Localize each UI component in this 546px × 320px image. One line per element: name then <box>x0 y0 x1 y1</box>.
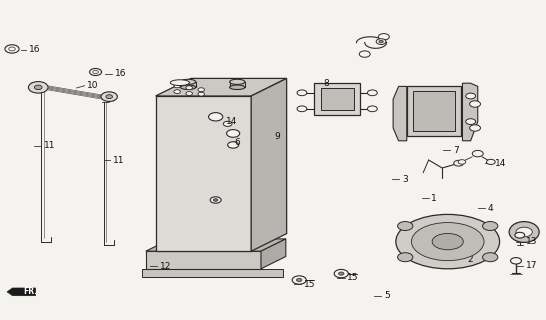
Ellipse shape <box>170 80 189 85</box>
Circle shape <box>223 121 232 126</box>
Text: 1: 1 <box>431 194 437 203</box>
Circle shape <box>106 95 112 99</box>
Circle shape <box>472 150 483 157</box>
Ellipse shape <box>229 79 245 84</box>
Circle shape <box>210 197 221 203</box>
Text: 17: 17 <box>526 261 537 270</box>
Ellipse shape <box>432 234 463 250</box>
Text: 10: 10 <box>87 81 99 90</box>
Polygon shape <box>146 239 286 251</box>
Bar <box>142 269 283 277</box>
Circle shape <box>466 119 476 124</box>
Circle shape <box>367 90 377 96</box>
Text: 9: 9 <box>275 132 281 140</box>
Polygon shape <box>462 83 478 141</box>
Ellipse shape <box>180 85 195 90</box>
Circle shape <box>470 101 480 107</box>
Circle shape <box>339 272 344 275</box>
Text: 16: 16 <box>115 69 126 78</box>
Text: 4: 4 <box>488 204 493 212</box>
Circle shape <box>359 51 370 57</box>
Text: 3: 3 <box>402 175 408 184</box>
Circle shape <box>515 232 525 238</box>
Text: 6: 6 <box>235 138 241 147</box>
Text: 14: 14 <box>225 117 237 126</box>
Text: FR.: FR. <box>23 287 37 296</box>
Text: 15: 15 <box>304 280 315 289</box>
Circle shape <box>454 160 464 166</box>
Circle shape <box>397 253 413 262</box>
Circle shape <box>28 82 48 93</box>
Ellipse shape <box>412 223 484 260</box>
Circle shape <box>292 276 306 284</box>
Circle shape <box>297 106 307 112</box>
Bar <box>413 91 455 131</box>
Text: 13: 13 <box>526 237 537 246</box>
Bar <box>146 251 261 269</box>
Circle shape <box>101 92 117 101</box>
Bar <box>407 86 461 136</box>
Polygon shape <box>7 288 35 296</box>
Ellipse shape <box>396 214 500 269</box>
Text: 12: 12 <box>160 262 171 271</box>
Text: 14: 14 <box>495 159 506 168</box>
Circle shape <box>458 160 466 164</box>
Bar <box>180 82 195 87</box>
Text: 7: 7 <box>453 146 459 155</box>
Bar <box>321 88 354 110</box>
Circle shape <box>174 90 180 93</box>
Circle shape <box>470 125 480 131</box>
Circle shape <box>379 40 383 43</box>
Circle shape <box>186 92 193 95</box>
Circle shape <box>297 90 307 96</box>
Circle shape <box>227 130 240 137</box>
Bar <box>229 82 245 87</box>
Circle shape <box>376 39 386 44</box>
Text: 11: 11 <box>113 156 124 164</box>
Ellipse shape <box>229 85 245 90</box>
Circle shape <box>213 199 218 201</box>
Ellipse shape <box>180 79 195 84</box>
Polygon shape <box>251 78 287 251</box>
Circle shape <box>209 113 223 121</box>
Circle shape <box>466 93 476 99</box>
Circle shape <box>198 88 204 92</box>
Circle shape <box>228 142 239 148</box>
Polygon shape <box>156 78 287 96</box>
Circle shape <box>511 258 521 264</box>
Ellipse shape <box>509 222 539 243</box>
Text: 8: 8 <box>324 79 330 88</box>
Circle shape <box>334 269 348 278</box>
Circle shape <box>516 227 532 237</box>
Circle shape <box>397 221 413 230</box>
Circle shape <box>296 278 302 282</box>
Polygon shape <box>393 86 407 141</box>
Circle shape <box>367 106 377 112</box>
Circle shape <box>483 253 498 262</box>
Circle shape <box>483 221 498 230</box>
Text: 16: 16 <box>29 45 40 54</box>
Polygon shape <box>261 239 286 269</box>
Text: 5: 5 <box>384 292 390 300</box>
Circle shape <box>34 85 42 90</box>
Circle shape <box>378 34 389 40</box>
Circle shape <box>198 92 204 96</box>
Bar <box>156 96 251 251</box>
Bar <box>314 83 360 115</box>
Circle shape <box>486 159 495 164</box>
Circle shape <box>174 84 180 88</box>
Text: 2: 2 <box>467 255 473 264</box>
Text: 15: 15 <box>347 273 359 282</box>
Circle shape <box>186 86 193 90</box>
Text: 11: 11 <box>44 141 55 150</box>
